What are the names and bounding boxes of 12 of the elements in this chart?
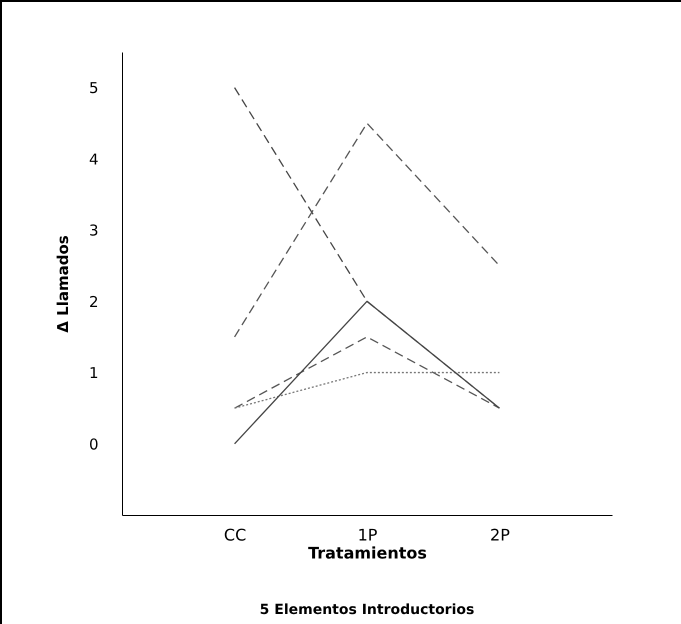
x-tick-label: 1P (358, 526, 378, 544)
y-tick-label: 4 (88, 150, 98, 168)
y-axis-title: Δ Llamados (54, 235, 72, 333)
y-tick-label: 3 (88, 222, 98, 240)
text: 5 Elementos Introductorios (260, 602, 474, 618)
y-tick-label: 2 (88, 292, 98, 311)
y-tick-label: 5 (88, 79, 98, 98)
x-tick-label: CC (224, 526, 246, 544)
y-tick-label: 1 (88, 364, 98, 382)
x-tick-label: 2P (490, 526, 510, 544)
y-tick-label: 0 (88, 435, 98, 454)
x-axis-title: Tratamientos (308, 544, 427, 562)
